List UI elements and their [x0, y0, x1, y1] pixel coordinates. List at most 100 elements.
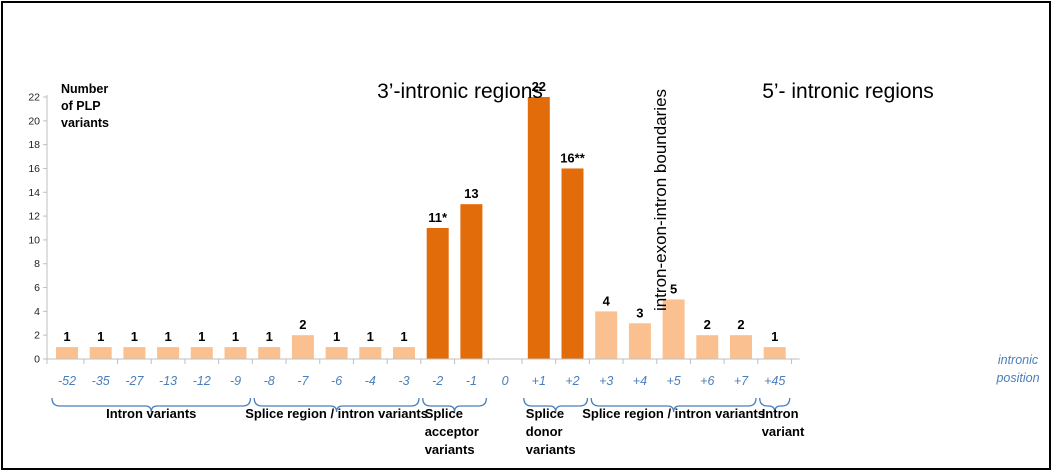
y-axis-label: Number of PLP variants	[61, 82, 109, 130]
group-brace	[253, 397, 420, 413]
group-brace	[523, 397, 589, 413]
data-label: 2	[704, 317, 711, 332]
x-tick-label: -9	[230, 374, 241, 388]
group-label-line: acceptor	[425, 424, 479, 439]
annotations: Number of PLP variants intronic position 3’…	[61, 80, 1040, 385]
data-label: 2	[299, 317, 306, 332]
x-tick-label: +1	[532, 374, 546, 388]
group-label-line: Splice	[526, 406, 564, 421]
bar	[763, 347, 786, 359]
group-brace	[590, 397, 757, 413]
x-axis-label-line: position	[995, 371, 1039, 385]
x-tick-label: +4	[633, 374, 647, 388]
group-label: Splice acceptor variants	[425, 406, 479, 457]
data-label: 1	[164, 329, 171, 344]
bar	[393, 347, 415, 359]
data-label: 1	[97, 329, 104, 344]
data-label: 16**	[560, 150, 586, 165]
x-tick-label: -12	[193, 374, 211, 388]
x-tick-label: +3	[599, 374, 613, 388]
bar	[460, 204, 483, 359]
bar	[190, 347, 213, 359]
group-label-line: variant	[762, 424, 805, 439]
group-label-line: variants	[526, 442, 576, 457]
x-tick-label: -1	[466, 374, 477, 388]
group-label-line: Splice	[425, 406, 463, 421]
group-label-line: Intron variants	[106, 406, 196, 421]
group-label-line: donor	[526, 424, 563, 439]
data-label: 11*	[428, 210, 448, 225]
bar	[123, 347, 146, 359]
x-tick-label: +45	[764, 374, 785, 388]
x-tick-label: +5	[666, 374, 680, 388]
group-brace	[422, 397, 488, 413]
y-tick-label: 18	[28, 139, 40, 151]
group-brace	[759, 397, 791, 413]
data-label: 1	[771, 329, 778, 344]
bar	[561, 168, 584, 359]
x-tick-label: -52	[58, 374, 76, 388]
x-tick-label: -4	[365, 374, 376, 388]
data-label: 1	[333, 329, 340, 344]
y-tick-label: 2	[34, 330, 40, 342]
group-label: Splice region / intron variants	[582, 406, 765, 421]
y-tick-label: 6	[34, 282, 40, 294]
left-region-label: 3’-intronic regions	[377, 80, 543, 103]
bar	[258, 347, 281, 359]
group-label-line: Intron	[762, 406, 799, 421]
x-tick-label: +7	[734, 374, 749, 388]
y-axis: 0 2 4 6 8 10 12 14 16 18 20 22	[28, 92, 48, 366]
bar	[628, 323, 651, 359]
data-label: 1	[232, 329, 239, 344]
data-label: 1	[63, 329, 70, 344]
x-tick-label: -13	[159, 374, 177, 388]
x-tick-label: +6	[700, 374, 714, 388]
bar	[662, 299, 685, 359]
x-tick-label: -8	[264, 374, 275, 388]
x-tick-label: -27	[125, 374, 144, 388]
x-axis-label-line: intronic	[998, 353, 1039, 367]
bar	[56, 347, 78, 359]
bar	[595, 311, 618, 359]
data-label: 5	[670, 281, 677, 296]
y-tick-label: 20	[28, 115, 40, 127]
group-label-line: variants	[425, 442, 475, 457]
data-label: 3	[636, 305, 643, 320]
bar	[359, 347, 382, 359]
data-label: 1	[367, 329, 374, 344]
group-label: Intron variant	[762, 406, 805, 439]
y-tick-label: 12	[28, 211, 40, 223]
bar	[89, 347, 112, 359]
y-tick-label: 10	[28, 234, 40, 246]
x-axis-label: intronic position	[995, 353, 1039, 385]
y-tick-label: 14	[28, 187, 40, 199]
bar	[527, 97, 550, 359]
bar	[426, 228, 449, 359]
group-label: Splice region / intron variants	[245, 406, 428, 421]
x-tick-label: +2	[565, 374, 579, 388]
bar	[157, 347, 180, 359]
right-region-label: 5’- intronic regions	[762, 80, 934, 103]
data-label: 2	[737, 317, 744, 332]
boundary-label: intron-exon-intron boundaries	[651, 89, 670, 311]
y-tick-label: 0	[34, 354, 40, 366]
x-tick-label: -7	[297, 374, 309, 388]
data-label: 1	[131, 329, 138, 344]
x-tick-label: -2	[432, 374, 443, 388]
y-tick-label: 22	[28, 92, 40, 104]
x-axis: -52 -35 -27 -13 -12 -9 -8 -7 -6 -4 -3 -2 -1 0 +1 +2 +3 +4…	[46, 358, 800, 388]
y-axis-label-line: Number	[61, 82, 108, 96]
bar	[325, 347, 348, 359]
group-label-line: Splice region / intron variants	[582, 406, 765, 421]
x-tick-label: -3	[398, 374, 409, 388]
y-tick-label: 8	[34, 258, 40, 270]
data-label: 1	[266, 329, 273, 344]
group-braces: Intron variants Splice region / intron va…	[51, 397, 805, 457]
bar	[224, 347, 247, 359]
data-label: 22	[532, 79, 546, 94]
group-label-line: Splice region / intron variants	[245, 406, 428, 421]
bar	[730, 335, 752, 359]
